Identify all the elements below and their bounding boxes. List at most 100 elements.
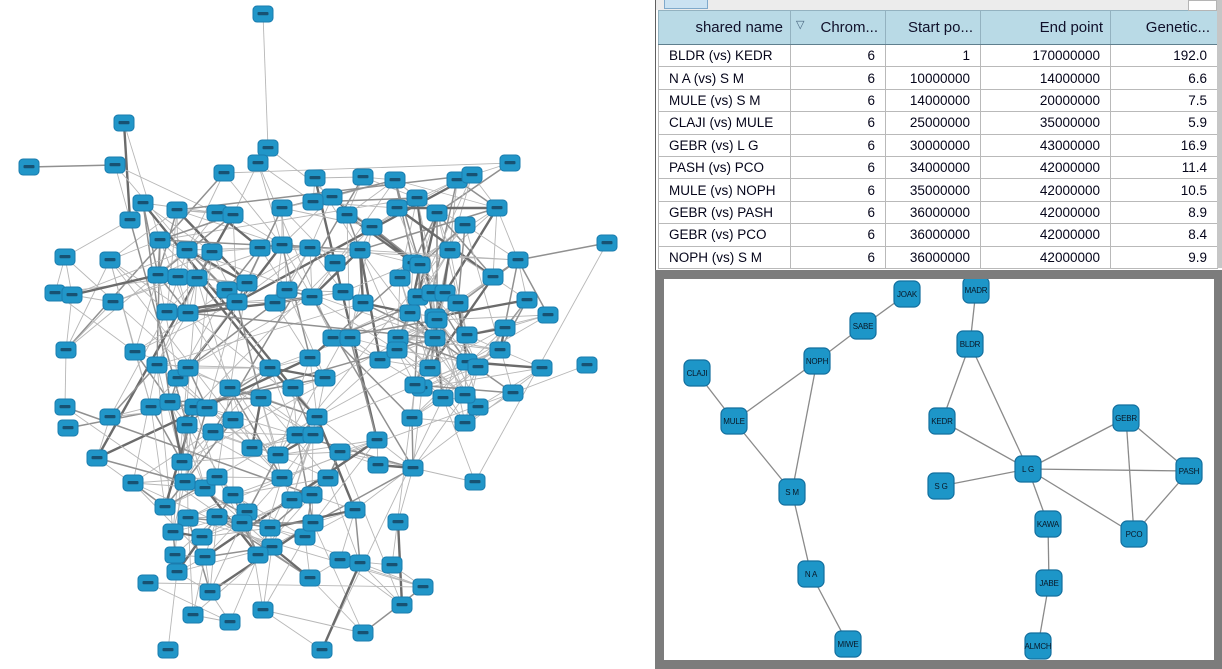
overview-edge[interactable] (274, 244, 283, 304)
overview-node[interactable] (177, 359, 199, 377)
overview-edge[interactable] (96, 457, 186, 483)
overview-edge[interactable] (196, 277, 271, 369)
col-header-chromosome[interactable]: ▽ Chrom... (790, 10, 886, 45)
table-row[interactable]: PASH (vs) PCO 6 34000000 42000000 11.4 (658, 155, 1218, 180)
overview-edge[interactable] (157, 274, 179, 379)
overview-edge[interactable] (232, 162, 259, 216)
overview-node[interactable] (294, 528, 316, 546)
overview-edge[interactable] (216, 476, 271, 529)
overview-node[interactable] (157, 641, 179, 659)
overview-node[interactable] (402, 459, 424, 477)
overview-edge[interactable] (223, 172, 283, 246)
cell-value[interactable]: 6 (790, 88, 886, 113)
detail-edge-NOPH-SM[interactable] (791, 360, 818, 493)
overview-node[interactable] (344, 501, 366, 519)
overview-node[interactable] (314, 369, 336, 387)
network-overview-panel[interactable] (0, 0, 655, 669)
overview-node[interactable] (596, 234, 618, 252)
overview-node[interactable] (386, 199, 408, 217)
overview-edge[interactable] (281, 207, 373, 228)
overview-node[interactable] (454, 386, 476, 404)
overview-edge[interactable] (206, 407, 298, 436)
overview-node[interactable] (352, 624, 374, 642)
overview-edge[interactable] (332, 337, 413, 419)
cell-value[interactable]: 20000000 (980, 88, 1111, 113)
overview-edge[interactable] (257, 162, 283, 246)
overview-node[interactable] (299, 569, 321, 587)
cell-shared-name[interactable]: MULE (vs) S M (658, 88, 791, 113)
overview-node[interactable] (332, 283, 354, 301)
overview-edge[interactable] (186, 424, 189, 519)
overview-edge[interactable] (281, 207, 336, 264)
detail-node-GEBR[interactable]: GEBR (1112, 404, 1140, 432)
overview-node[interactable] (299, 349, 321, 367)
overview-node[interactable] (352, 294, 374, 312)
overview-node[interactable] (494, 319, 516, 337)
cell-shared-name[interactable]: GEBR (vs) PCO (658, 223, 791, 247)
cell-value[interactable]: 10.5 (1110, 178, 1218, 202)
overview-node[interactable] (271, 199, 293, 217)
overview-edge[interactable] (186, 424, 206, 489)
overview-edge[interactable] (436, 314, 549, 321)
overview-edge[interactable] (166, 209, 178, 313)
overview-node[interactable] (302, 193, 324, 211)
overview-node[interactable] (516, 291, 538, 309)
filter-icon[interactable]: ▽ (796, 19, 805, 31)
overview-node[interactable] (349, 241, 371, 259)
overview-edge[interactable] (159, 197, 418, 241)
overview-node[interactable] (102, 293, 124, 311)
overview-node[interactable] (186, 269, 208, 287)
overview-edge[interactable] (492, 207, 498, 278)
overview-edge[interactable] (186, 247, 261, 251)
overview-edge[interactable] (457, 224, 466, 304)
overview-node[interactable] (137, 574, 159, 592)
cell-shared-name[interactable]: N A (vs) S M (658, 66, 791, 90)
overview-edge[interactable] (257, 162, 334, 339)
overview-edge[interactable] (311, 296, 398, 351)
cell-value[interactable]: 9.9 (1110, 245, 1218, 269)
overview-node[interactable] (489, 341, 511, 359)
overview-node[interactable] (507, 251, 529, 269)
overview-node[interactable] (404, 376, 426, 394)
overview-edge[interactable] (187, 296, 313, 369)
overview-edge[interactable] (354, 509, 361, 564)
cell-value[interactable]: 36000000 (885, 200, 981, 225)
overview-node[interactable] (199, 583, 221, 601)
overview-edge[interactable] (156, 364, 271, 369)
overview-edge[interactable] (187, 302, 276, 369)
detail-node-KEDR[interactable]: KEDR (928, 407, 956, 435)
overview-node[interactable] (447, 294, 469, 312)
overview-edge[interactable] (434, 337, 501, 351)
overview-edge[interactable] (150, 406, 183, 463)
overview-edge[interactable] (281, 244, 311, 359)
overview-edge[interactable] (206, 301, 238, 409)
overview-edge[interactable] (411, 327, 506, 419)
overview-edge[interactable] (309, 357, 318, 418)
overview-edge[interactable] (346, 214, 351, 339)
overview-edge[interactable] (309, 577, 364, 634)
overview-edge[interactable] (397, 337, 468, 363)
overview-node[interactable] (147, 266, 169, 284)
cell-value[interactable]: 8.4 (1110, 223, 1218, 247)
detail-node-SG[interactable]: S G (927, 472, 955, 500)
overview-node[interactable] (366, 431, 388, 449)
overview-edge[interactable] (396, 349, 468, 363)
overview-node[interactable] (406, 189, 428, 207)
detail-edge-NOPH-MULE[interactable] (733, 360, 818, 422)
overview-edge[interactable] (277, 439, 378, 456)
cell-value[interactable]: 14000000 (885, 88, 981, 113)
detail-node-MULE[interactable]: MULE (720, 407, 748, 435)
overview-edge[interactable] (496, 207, 519, 261)
overview-node[interactable] (267, 446, 289, 464)
overview-node[interactable] (206, 468, 228, 486)
detail-node-JABE[interactable]: JABE (1035, 569, 1063, 597)
overview-edge[interactable] (109, 209, 178, 261)
overview-node[interactable] (236, 274, 258, 292)
cell-value[interactable]: 10000000 (885, 66, 981, 90)
overview-edge[interactable] (414, 264, 421, 386)
overview-edge[interactable] (394, 179, 421, 266)
overview-edge[interactable] (187, 301, 238, 369)
overview-edge[interactable] (65, 294, 73, 351)
tab-fragment[interactable] (664, 0, 708, 9)
overview-edge[interactable] (123, 122, 161, 241)
